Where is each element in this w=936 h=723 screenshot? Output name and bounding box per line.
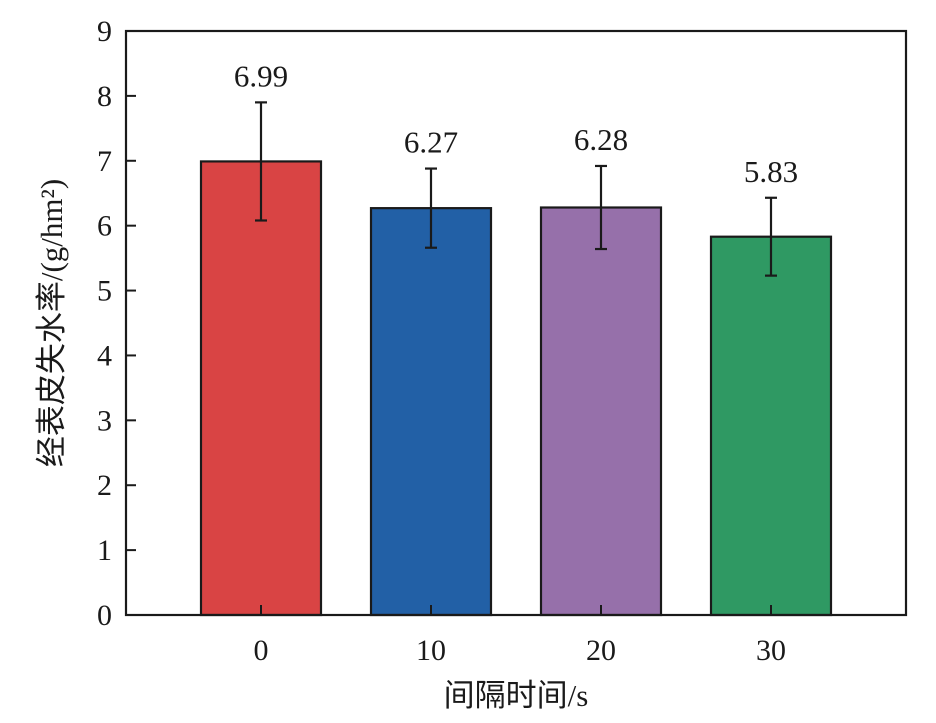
bars xyxy=(199,160,833,617)
y-tick-label: 1 xyxy=(97,534,112,567)
y-tick-label: 0 xyxy=(97,599,112,632)
y-tick-label: 8 xyxy=(97,80,112,113)
x-tick-label: 0 xyxy=(254,634,269,667)
y-tick-label: 9 xyxy=(97,15,112,48)
bar-30 xyxy=(709,235,833,617)
y-tick-label: 7 xyxy=(97,145,112,178)
data-label-10: 6.27 xyxy=(404,125,458,160)
bar-20 xyxy=(539,206,663,617)
data-label-20: 6.28 xyxy=(574,122,628,157)
y-tick-label: 4 xyxy=(97,339,112,372)
data-label-30: 5.83 xyxy=(744,154,798,189)
y-tick-label: 5 xyxy=(97,275,112,308)
x-tick-label: 30 xyxy=(756,634,786,667)
y-tick-label: 2 xyxy=(97,469,112,502)
data-labels: 6.99 6.27 6.28 5.83 xyxy=(234,58,798,188)
y-axis-title: 经表皮失水率/(g/hm²) xyxy=(34,179,69,467)
error-bars xyxy=(255,101,777,277)
bar-0 xyxy=(199,160,323,617)
data-label-0: 6.99 xyxy=(234,58,288,93)
plot-frame xyxy=(124,29,908,617)
y-tick-label: 6 xyxy=(97,210,112,243)
x-tick-label: 10 xyxy=(416,634,446,667)
x-axis-title: 间隔时间/s xyxy=(444,678,589,713)
x-tick-label: 20 xyxy=(586,634,616,667)
y-tick-label: 3 xyxy=(97,404,112,437)
x-axis: 0 10 20 30 xyxy=(254,605,786,667)
y-axis: 0 1 2 3 4 5 6 7 8 9 xyxy=(97,15,136,632)
bar-10 xyxy=(369,207,493,617)
